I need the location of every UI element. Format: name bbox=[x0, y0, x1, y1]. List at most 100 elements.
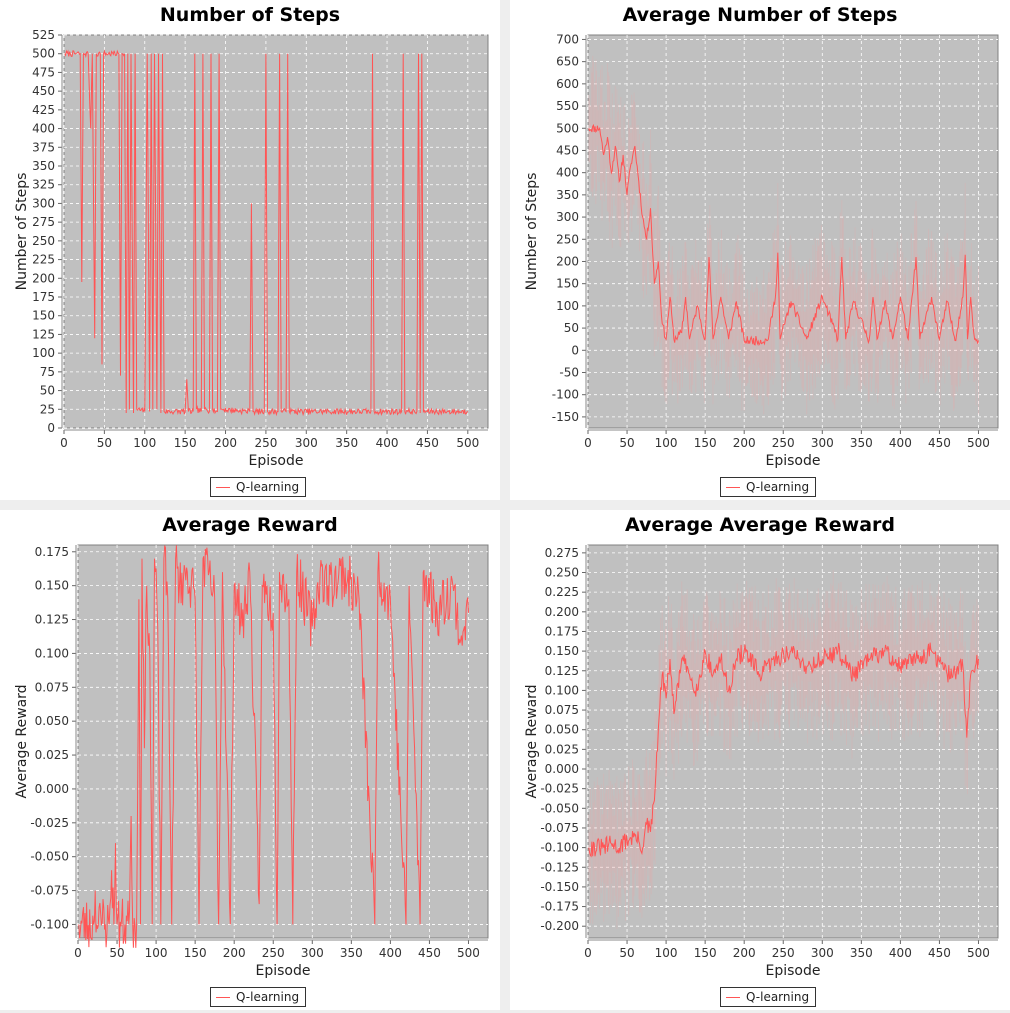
y-tick-label: -150 bbox=[552, 410, 579, 424]
y-axis-label: Average Reward bbox=[14, 684, 30, 798]
x-tick-label: 50 bbox=[109, 946, 124, 960]
y-tick-label: -0.025 bbox=[30, 816, 69, 830]
y-tick-label: 100 bbox=[32, 346, 55, 360]
y-axis-label: Number of Steps bbox=[14, 173, 30, 291]
series-line bbox=[78, 545, 469, 948]
legend-label: Q-learning bbox=[236, 990, 300, 1004]
x-tick-label: 400 bbox=[376, 436, 399, 450]
plot-area bbox=[587, 544, 999, 939]
x-tick-label: 300 bbox=[811, 946, 834, 960]
y-tick-label: 200 bbox=[556, 254, 579, 268]
x-tick-label: 300 bbox=[295, 436, 318, 450]
y-tick-label: 0.225 bbox=[545, 585, 579, 599]
y-tick-label: 0.125 bbox=[545, 664, 579, 678]
y-tick-label: -0.050 bbox=[540, 801, 579, 815]
x-tick-label: 350 bbox=[850, 946, 873, 960]
chart-panel-steps: Number of Steps 0 50 100 150 200 250 300 350 400 4… bbox=[0, 0, 500, 500]
y-tick-label: 300 bbox=[556, 210, 579, 224]
plot-area bbox=[587, 34, 999, 429]
x-tick-label: 150 bbox=[694, 436, 717, 450]
y-tick-label: 0.200 bbox=[545, 605, 579, 619]
y-tick-label: 0.000 bbox=[545, 762, 579, 776]
x-tick-label: 150 bbox=[694, 946, 717, 960]
y-tick-label: -0.150 bbox=[540, 880, 579, 894]
x-tick-label: 500 bbox=[456, 436, 479, 450]
y-tick-label: 200 bbox=[32, 271, 55, 285]
y-tick-label: 175 bbox=[32, 290, 55, 304]
legend-swatch bbox=[216, 486, 230, 488]
x-tick-label: 100 bbox=[655, 436, 678, 450]
y-tick-label: -0.100 bbox=[30, 917, 69, 931]
y-tick-label: 450 bbox=[556, 143, 579, 157]
y-axis-label: Number of Steps bbox=[524, 173, 540, 291]
chart-title: Number of Steps bbox=[160, 4, 340, 26]
y-tick-label: 0.100 bbox=[35, 646, 69, 660]
y-tick-label: 600 bbox=[556, 77, 579, 91]
legend-swatch bbox=[726, 996, 740, 998]
x-tick-label: 200 bbox=[733, 946, 756, 960]
chart-svg-avg-avg-reward: Average Average Reward 0 50 100 150 200 250 300… bbox=[524, 514, 999, 979]
y-tick-label: 0 bbox=[47, 421, 55, 435]
y-tick-label: 0.125 bbox=[35, 613, 69, 627]
y-tick-label: 550 bbox=[556, 99, 579, 113]
x-tick-label: 50 bbox=[619, 436, 634, 450]
y-tick-label: -50 bbox=[559, 365, 579, 379]
x-tick-label: 0 bbox=[60, 436, 68, 450]
x-tick-label: 50 bbox=[97, 436, 112, 450]
y-tick-label: 350 bbox=[32, 159, 55, 173]
y-tick-label: 400 bbox=[556, 166, 579, 180]
x-tick-label: 500 bbox=[457, 946, 480, 960]
y-tick-label: 250 bbox=[556, 232, 579, 246]
x-axis-label: Episode bbox=[249, 453, 304, 469]
legend: Q-learning bbox=[720, 987, 817, 1007]
y-tick-label: 75 bbox=[40, 365, 55, 379]
x-tick-label: 100 bbox=[133, 436, 156, 450]
legend-label: Q-learning bbox=[746, 990, 810, 1004]
series-line bbox=[64, 49, 469, 417]
y-tick-label: 0.050 bbox=[35, 714, 69, 728]
x-tick-label: 250 bbox=[254, 436, 277, 450]
x-tick-label: 0 bbox=[584, 946, 592, 960]
y-tick-label: 0.000 bbox=[35, 782, 69, 796]
y-tick-label: -100 bbox=[552, 388, 579, 402]
y-tick-label: 525 bbox=[32, 28, 55, 42]
x-tick-label: 150 bbox=[174, 436, 197, 450]
y-tick-label: 0.175 bbox=[545, 624, 579, 638]
y-tick-label: -0.075 bbox=[540, 821, 579, 835]
y-tick-label: -0.025 bbox=[540, 782, 579, 796]
chart-svg-avg-reward: Average Reward 0 50 100 150 200 250 300 350 400 45… bbox=[14, 514, 489, 979]
series-line bbox=[588, 123, 979, 347]
y-tick-label: -0.200 bbox=[540, 919, 579, 933]
x-tick-label: 450 bbox=[928, 946, 951, 960]
x-tick-label: 350 bbox=[340, 946, 363, 960]
y-tick-label: 400 bbox=[32, 122, 55, 136]
y-tick-label: 50 bbox=[40, 384, 55, 398]
x-tick-label: 100 bbox=[655, 946, 678, 960]
x-tick-label: 250 bbox=[772, 946, 795, 960]
chart-panel-avg-steps: Average Number of Steps 0 50 100 150 200 250 30… bbox=[510, 0, 1010, 500]
y-tick-label: 325 bbox=[32, 178, 55, 192]
legend: Q-learning bbox=[720, 477, 817, 497]
x-tick-label: 250 bbox=[772, 436, 795, 450]
legend: Q-learning bbox=[210, 477, 307, 497]
chart-title: Average Number of Steps bbox=[623, 4, 898, 26]
y-tick-label: 0 bbox=[571, 343, 579, 357]
y-tick-label: 0.025 bbox=[545, 742, 579, 756]
y-tick-label: 250 bbox=[32, 234, 55, 248]
x-tick-label: 450 bbox=[928, 436, 951, 450]
y-tick-label: 25 bbox=[40, 402, 55, 416]
x-axis-label: Episode bbox=[766, 963, 821, 979]
series-line bbox=[588, 642, 979, 858]
legend-swatch bbox=[216, 996, 230, 998]
x-tick-label: 0 bbox=[74, 946, 82, 960]
x-tick-label: 300 bbox=[301, 946, 324, 960]
x-tick-label: 50 bbox=[619, 946, 634, 960]
x-tick-label: 150 bbox=[184, 946, 207, 960]
x-tick-label: 500 bbox=[967, 436, 990, 450]
chart-title: Average Reward bbox=[162, 514, 337, 536]
y-tick-label: 475 bbox=[32, 65, 55, 79]
chart-panel-avg-reward: Average Reward 0 50 100 150 200 250 300 350 400 45… bbox=[0, 510, 500, 1010]
y-tick-label: 500 bbox=[556, 121, 579, 135]
